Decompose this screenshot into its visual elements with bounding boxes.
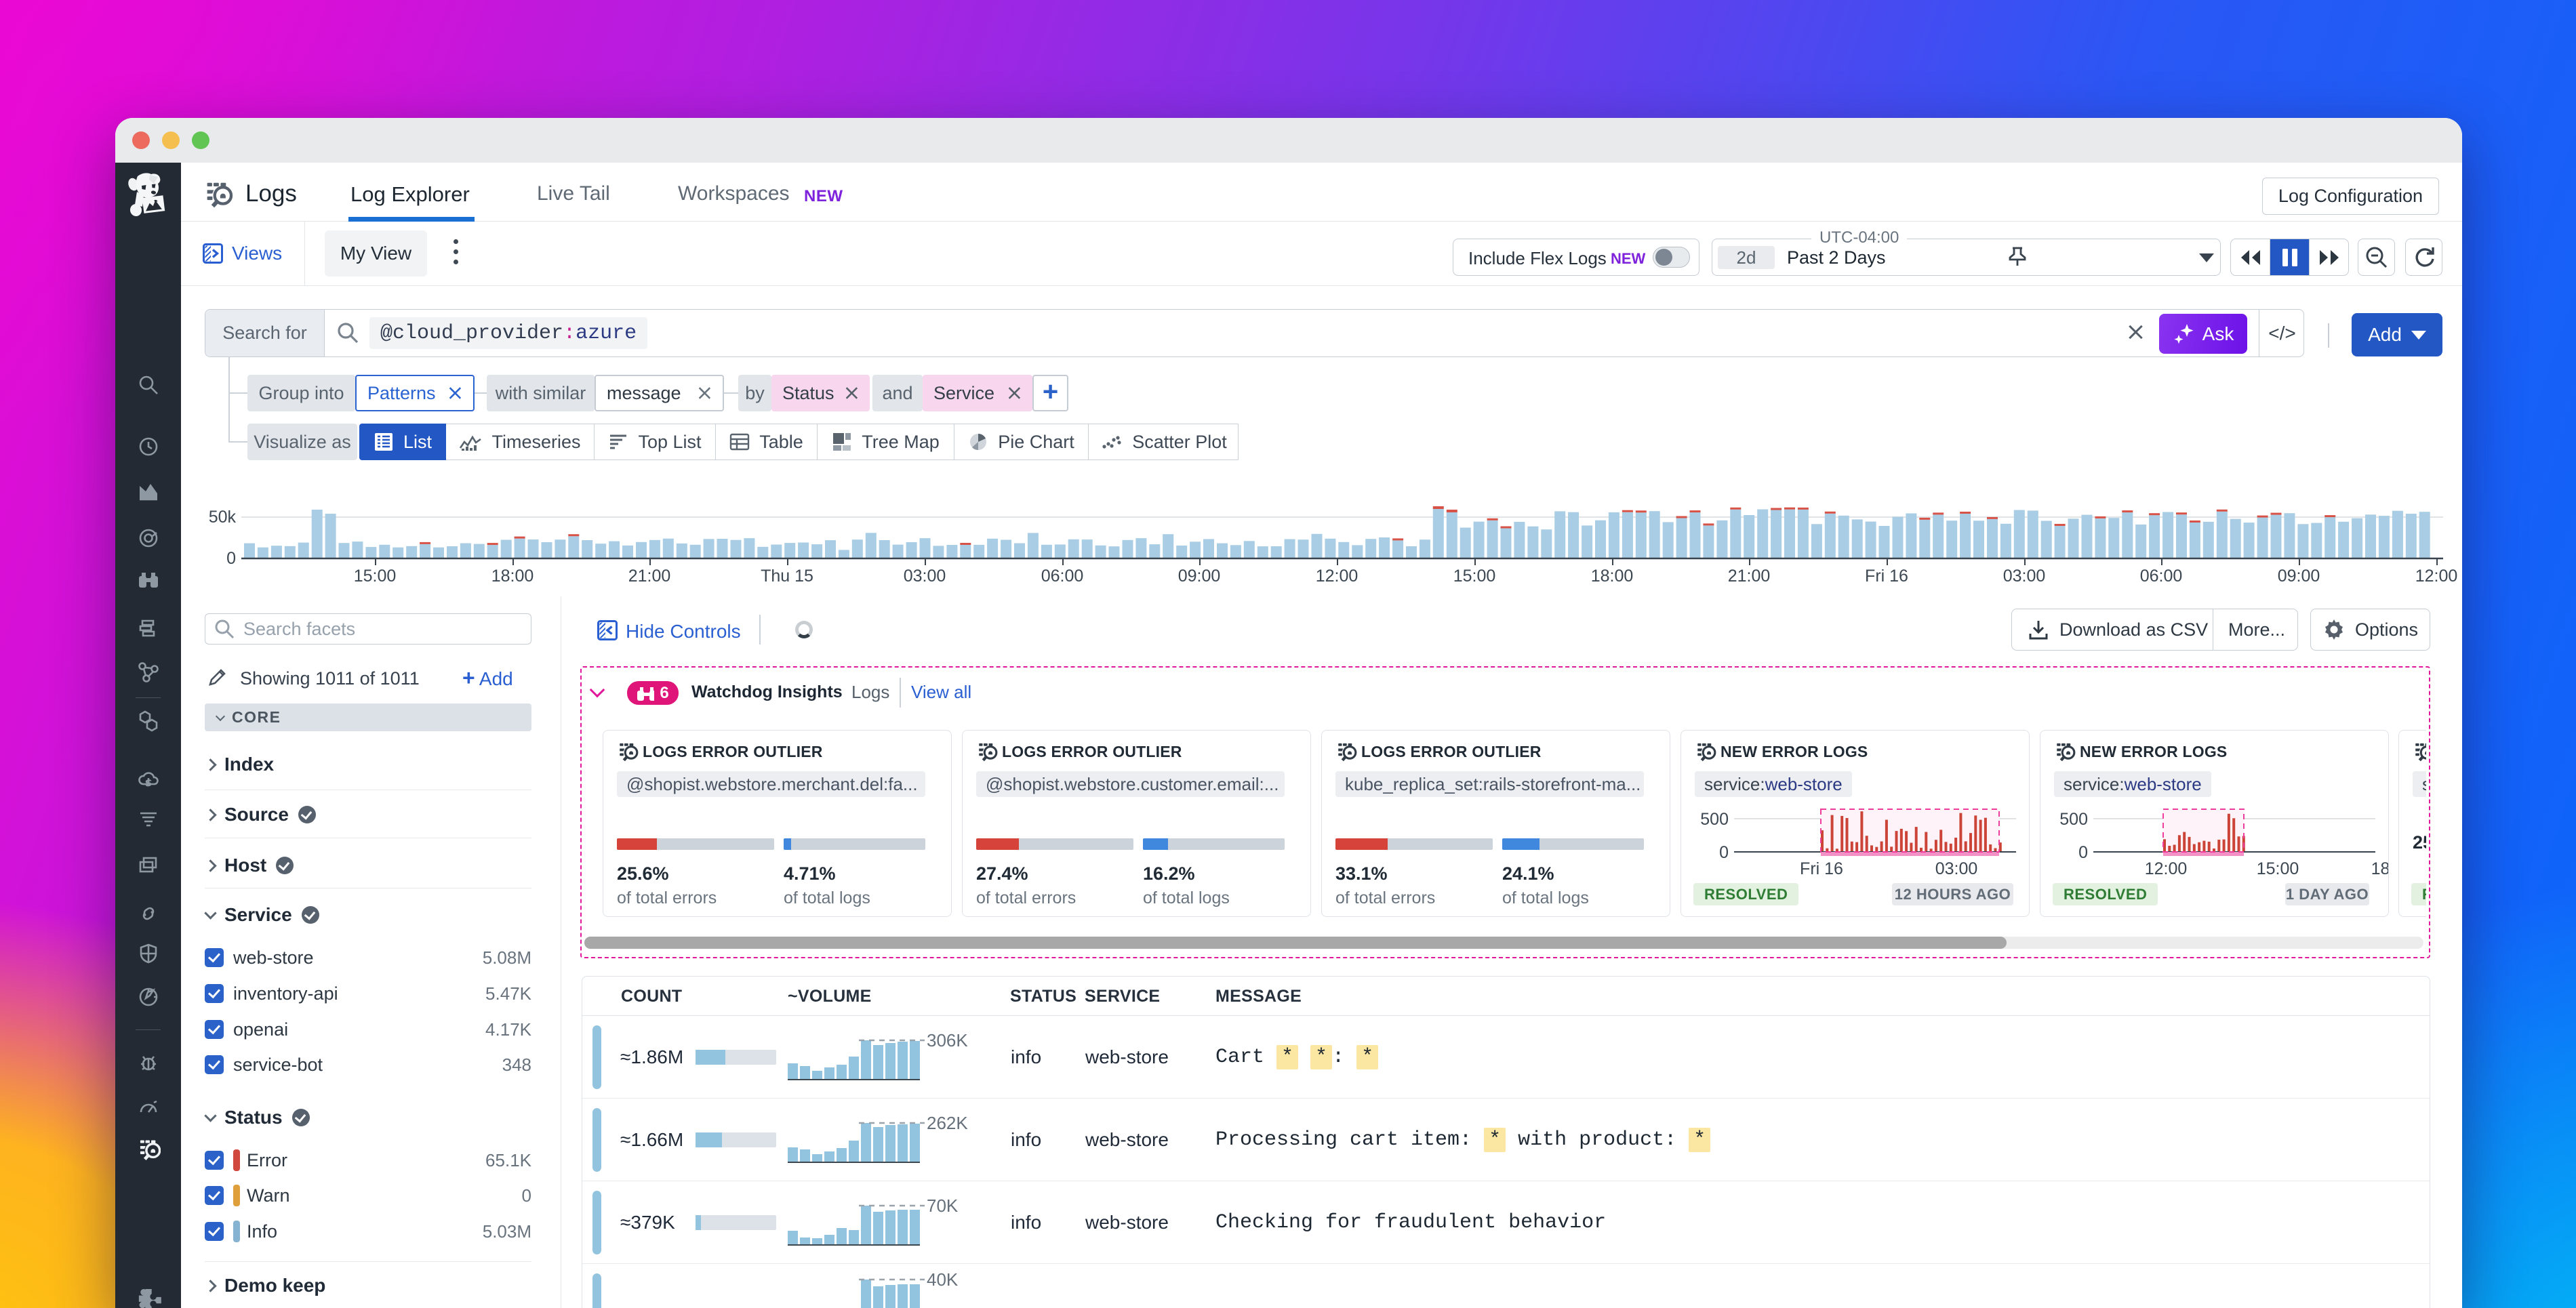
svg-text:15:00: 15:00 bbox=[2257, 859, 2299, 878]
svg-text:0: 0 bbox=[1719, 843, 1729, 862]
svg-text:21:00: 21:00 bbox=[1728, 567, 1771, 586]
svg-text:Fri 16: Fri 16 bbox=[1800, 859, 1843, 878]
svg-text:06:00: 06:00 bbox=[2140, 567, 2183, 586]
svg-text:03:00: 03:00 bbox=[2003, 567, 2046, 586]
svg-text:03:00: 03:00 bbox=[1935, 859, 1978, 878]
svg-text:500: 500 bbox=[2059, 810, 2088, 829]
svg-text:500: 500 bbox=[1700, 810, 1729, 829]
svg-text:12:00: 12:00 bbox=[2145, 859, 2188, 878]
svg-text:18:00: 18:00 bbox=[491, 567, 534, 586]
svg-text:70K: 70K bbox=[927, 1195, 959, 1216]
svg-text:06:00: 06:00 bbox=[1041, 567, 1084, 586]
svg-text:15:00: 15:00 bbox=[354, 567, 397, 586]
svg-text:Thu 15: Thu 15 bbox=[761, 567, 813, 586]
svg-text:18:: 18: bbox=[2371, 859, 2389, 878]
svg-text:12:00: 12:00 bbox=[1316, 567, 1359, 586]
svg-text:Fri 16: Fri 16 bbox=[1865, 567, 1908, 586]
svg-text:0: 0 bbox=[2078, 843, 2088, 862]
svg-text:15:00: 15:00 bbox=[1453, 567, 1496, 586]
svg-text:09:00: 09:00 bbox=[2278, 567, 2320, 586]
svg-text:12:00: 12:00 bbox=[2415, 567, 2458, 586]
svg-text:03:00: 03:00 bbox=[904, 567, 946, 586]
svg-text:09:00: 09:00 bbox=[1178, 567, 1221, 586]
svg-text:262K: 262K bbox=[927, 1113, 968, 1133]
svg-text:40K: 40K bbox=[927, 1269, 959, 1290]
svg-text:0: 0 bbox=[226, 549, 236, 568]
svg-text:306K: 306K bbox=[927, 1030, 968, 1050]
svg-text:21:00: 21:00 bbox=[628, 567, 671, 586]
svg-text:50k: 50k bbox=[209, 508, 237, 527]
svg-text:18:00: 18:00 bbox=[1591, 567, 1634, 586]
